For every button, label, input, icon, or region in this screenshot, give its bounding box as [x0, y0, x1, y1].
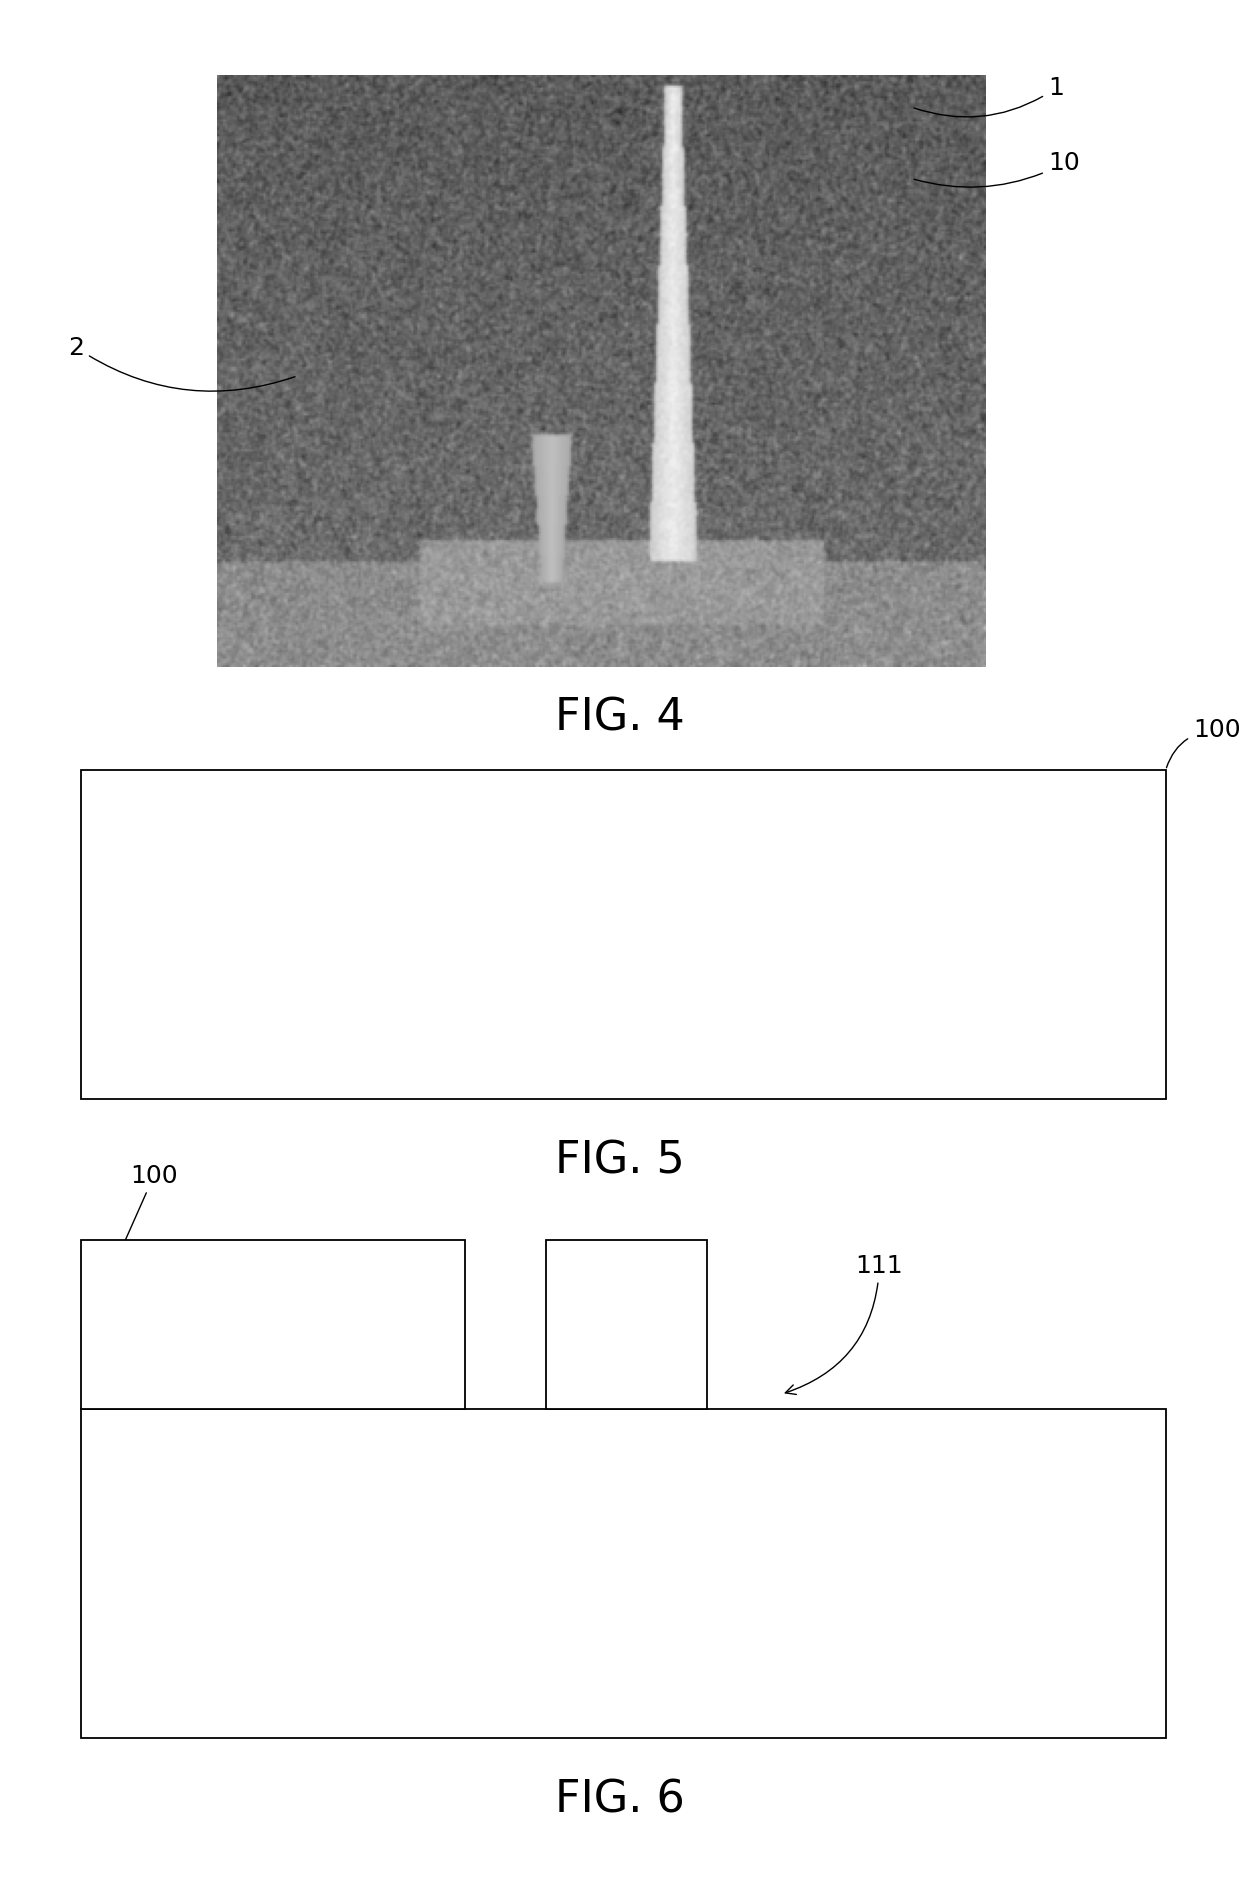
- Text: 100: 100: [119, 1163, 177, 1255]
- Text: FIG. 5: FIG. 5: [556, 1141, 684, 1182]
- Text: 10: 10: [914, 152, 1080, 188]
- Text: d: d: [289, 1315, 300, 1334]
- Text: 2: 2: [68, 336, 295, 391]
- Text: 111: 111: [785, 1253, 903, 1394]
- Text: FIG. 4: FIG. 4: [556, 697, 684, 738]
- Text: 100: 100: [1167, 718, 1240, 769]
- Text: FIG. 6: FIG. 6: [556, 1779, 684, 1821]
- Text: 1: 1: [914, 77, 1064, 116]
